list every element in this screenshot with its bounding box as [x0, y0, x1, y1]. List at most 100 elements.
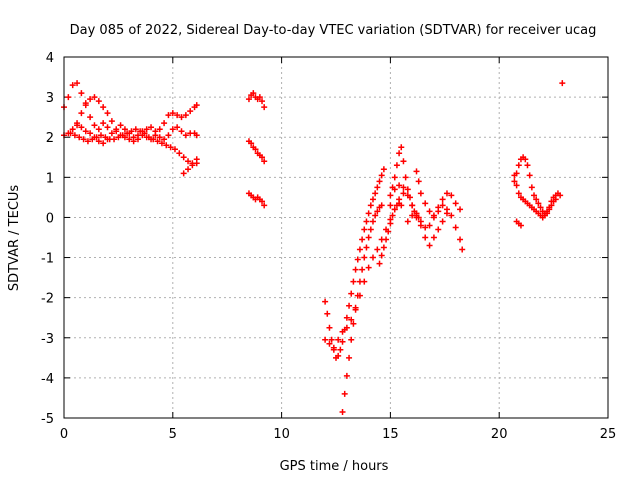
data-point — [128, 128, 135, 135]
data-point — [430, 234, 437, 241]
data-point — [396, 150, 403, 157]
y-axis-label: SDTVAR / TECUs — [7, 185, 22, 292]
data-point — [457, 236, 464, 243]
y-tick-label: 2 — [46, 131, 54, 146]
data-point — [169, 126, 176, 133]
data-point — [515, 190, 522, 197]
data-point — [330, 344, 337, 351]
data-point — [367, 202, 374, 209]
x-tick-label: 5 — [169, 427, 177, 442]
data-point — [261, 158, 268, 165]
data-point — [365, 210, 372, 217]
data-point — [328, 336, 335, 343]
data-point — [391, 206, 398, 213]
data-point — [137, 128, 144, 135]
data-point — [524, 162, 531, 169]
data-point — [174, 124, 181, 131]
data-point — [385, 228, 392, 235]
data-point — [426, 222, 433, 229]
data-point — [65, 94, 72, 101]
data-point — [343, 314, 350, 321]
data-point — [361, 226, 368, 233]
data-point — [459, 246, 466, 253]
data-point — [180, 154, 187, 161]
data-point — [552, 196, 559, 203]
data-point — [439, 202, 446, 209]
data-point — [404, 186, 411, 193]
data-point — [326, 340, 333, 347]
data-point — [544, 210, 551, 217]
data-point — [352, 306, 359, 313]
data-point — [100, 140, 107, 147]
data-point — [537, 204, 544, 211]
data-point — [374, 184, 381, 191]
x-axis-label: GPS time / hours — [280, 459, 389, 474]
data-point — [256, 94, 263, 101]
data-point — [326, 324, 333, 331]
data-point — [511, 178, 518, 185]
data-point — [339, 328, 346, 335]
data-point — [387, 202, 394, 209]
x-tick-label: 20 — [491, 427, 508, 442]
data-point — [372, 190, 379, 197]
data-point — [71, 132, 78, 139]
data-point — [250, 90, 257, 97]
data-point — [546, 206, 553, 213]
data-point — [158, 140, 165, 147]
data-point — [452, 224, 459, 231]
data-point — [448, 192, 455, 199]
data-points — [61, 80, 566, 415]
data-point — [341, 390, 348, 397]
data-point — [387, 192, 394, 199]
data-point — [87, 114, 94, 121]
data-point — [156, 134, 163, 141]
data-point — [322, 298, 329, 305]
data-point — [426, 242, 433, 249]
y-tick-label: -2 — [41, 292, 54, 307]
data-point — [374, 246, 381, 253]
data-point — [176, 150, 183, 157]
data-point — [409, 202, 416, 209]
data-point — [104, 110, 111, 117]
data-point — [389, 212, 396, 219]
data-point — [443, 206, 450, 213]
data-point — [361, 254, 368, 261]
data-point — [193, 132, 200, 139]
data-point — [378, 202, 385, 209]
data-point — [426, 208, 433, 215]
data-point — [185, 158, 192, 165]
x-tick-label: 10 — [273, 427, 290, 442]
data-point — [78, 90, 85, 97]
y-tick-label: 0 — [46, 211, 54, 226]
data-point — [324, 310, 331, 317]
y-tick-label: -3 — [41, 332, 54, 347]
data-point — [526, 172, 533, 179]
data-point — [515, 162, 522, 169]
data-point — [104, 136, 111, 143]
data-point — [376, 178, 383, 185]
data-point — [339, 338, 346, 345]
data-point — [245, 96, 252, 103]
data-point — [187, 108, 194, 115]
data-point — [80, 136, 87, 143]
data-point — [439, 196, 446, 203]
data-point — [363, 218, 370, 225]
data-point — [398, 202, 405, 209]
data-point — [104, 124, 111, 131]
data-point — [413, 214, 420, 221]
data-point — [343, 372, 350, 379]
data-point — [169, 110, 176, 117]
data-point — [150, 136, 157, 143]
data-point — [91, 122, 98, 129]
data-point — [387, 220, 394, 227]
data-point — [130, 138, 137, 145]
y-tick-label: 4 — [46, 51, 54, 66]
data-point — [359, 236, 366, 243]
x-tick-label: 15 — [382, 427, 399, 442]
data-point — [180, 170, 187, 177]
y-tick-label: 3 — [46, 91, 54, 106]
data-point — [185, 166, 192, 173]
data-point — [531, 192, 538, 199]
data-point — [100, 120, 107, 127]
data-point — [141, 130, 148, 137]
